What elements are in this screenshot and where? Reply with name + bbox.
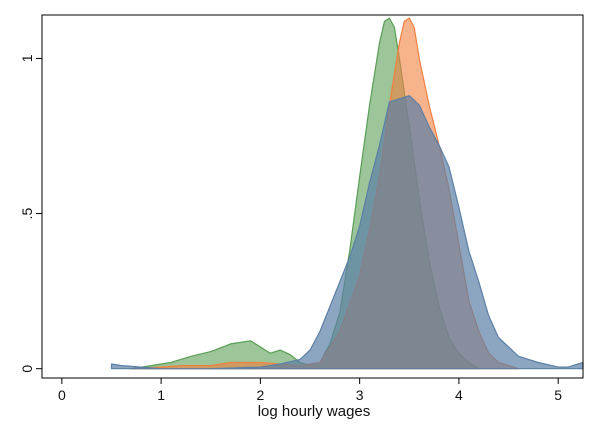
x-tick-label: 5	[554, 387, 562, 403]
x-axis: 0 1 2 3 4 5	[58, 378, 562, 403]
y-axis: 0.51	[19, 54, 42, 373]
density-area-series-3	[110, 95, 584, 370]
plot-frame	[41, 14, 584, 379]
x-tick-label: 1	[157, 387, 165, 403]
x-tick-label: 4	[455, 387, 463, 403]
x-axis-title: log hourly wages	[258, 403, 371, 420]
x-tick-label: 0	[58, 387, 66, 403]
x-tick-label: 3	[356, 387, 364, 403]
series-layer	[110, 17, 584, 370]
y-tick-label: 0	[19, 365, 35, 373]
y-tick-label: 1	[19, 54, 35, 62]
x-tick-label: 2	[256, 387, 264, 403]
watermark: 知乎 @Mr Figurant	[460, 401, 587, 418]
y-tick-label: .5	[19, 208, 35, 220]
